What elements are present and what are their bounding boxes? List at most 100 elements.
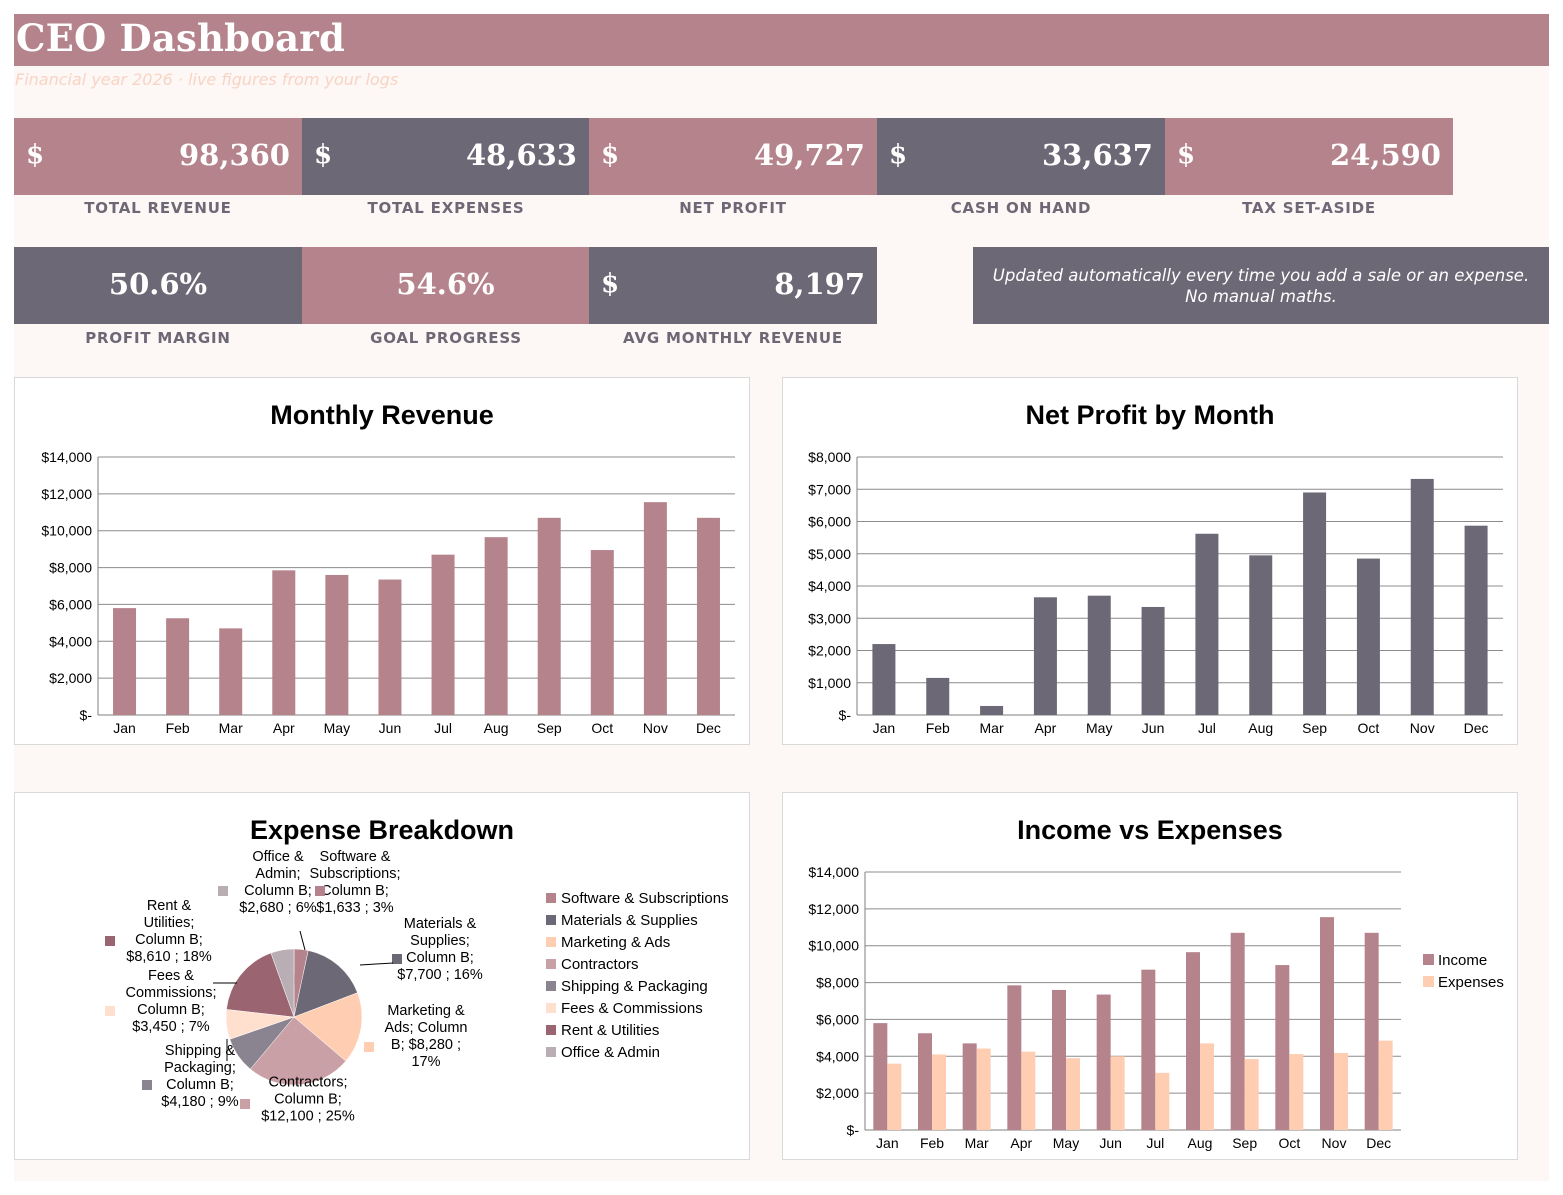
bar xyxy=(643,502,667,715)
monthly-revenue-chart[interactable]: Monthly Revenue $- $2,000 $4,000 $6,000 $8,00… xyxy=(14,377,750,745)
income-vs-expenses-chart[interactable]: Income vs Expenses $- $2,000 $4,000 $6,000 $8… xyxy=(782,792,1518,1160)
pie-label-marker xyxy=(364,1042,374,1052)
currency-symbol: $ xyxy=(889,140,908,170)
y-tick-label: $- xyxy=(80,707,93,723)
pie-label-line: Utilities; xyxy=(144,915,195,931)
bar-expenses xyxy=(976,1048,991,1130)
chart-title: Expense Breakdown xyxy=(250,815,514,845)
currency-symbol: $ xyxy=(26,140,45,170)
x-tick-label: Nov xyxy=(1410,720,1435,736)
x-tick-label: Feb xyxy=(926,720,950,736)
bar xyxy=(166,618,190,715)
pie-slice xyxy=(270,948,295,1018)
y-tick-label: $1,000 xyxy=(808,675,851,691)
bar-expenses xyxy=(1110,1056,1125,1130)
y-tick-label: $14,000 xyxy=(41,449,92,465)
legend-label: Shipping & Packaging xyxy=(561,978,708,995)
pie-label-line: $12,100 ; 25% xyxy=(261,1109,355,1125)
page-subtitle: Financial year 2026 · live figures from … xyxy=(15,70,399,89)
bar xyxy=(537,517,561,715)
legend-label: Software & Subscriptions xyxy=(561,890,729,907)
pie-label-line: Column B; xyxy=(274,1092,342,1108)
pie-label-marker xyxy=(315,886,325,896)
pie-label-line: 17% xyxy=(411,1054,440,1070)
bar-income xyxy=(1275,965,1290,1130)
y-tick-label: $- xyxy=(847,1122,860,1138)
kpi-avg-monthly-revenue: $ 8,197 xyxy=(589,247,877,324)
title-bar: CEO Dashboard xyxy=(14,14,1549,66)
y-tick-label: $3,000 xyxy=(808,610,851,626)
expense-breakdown-svg: Expense Breakdown Software & Subscriptions… xyxy=(105,815,729,1125)
bar xyxy=(1141,606,1165,715)
pie-label-line: Shipping & xyxy=(165,1043,235,1059)
x-tick-label: Dec xyxy=(1366,1135,1391,1151)
x-tick-label: Jun xyxy=(1099,1135,1122,1151)
currency-symbol: $ xyxy=(601,269,620,299)
kpi-label-net-profit: NET PROFIT xyxy=(679,199,787,217)
x-tick-label: Aug xyxy=(1248,720,1273,736)
kpi-value: 8,197 xyxy=(774,267,865,301)
bar xyxy=(926,677,950,715)
chart-title: Net Profit by Month xyxy=(1026,400,1275,430)
x-tick-label: Sep xyxy=(537,720,562,736)
pie-label-line: $7,700 ; 16% xyxy=(397,967,483,983)
bar-expenses xyxy=(1021,1051,1036,1130)
bar xyxy=(980,705,1004,715)
net-profit-chart[interactable]: Net Profit by Month $- $1,000 $2,000 $3,000 $… xyxy=(782,377,1518,745)
pie-label-line: Rent & xyxy=(147,898,192,914)
bar-expenses xyxy=(1334,1052,1348,1130)
leader-line xyxy=(359,962,394,966)
kpi-label-profit-margin: PROFIT MARGIN xyxy=(85,329,231,347)
pie-label-marker xyxy=(240,1099,250,1109)
pie-label-line: Ads; Column xyxy=(384,1020,467,1036)
legend-label: Expenses xyxy=(1438,974,1504,991)
pie-marker xyxy=(292,974,303,985)
pie-marker xyxy=(325,1018,336,1029)
y-tick-label: $6,000 xyxy=(49,596,92,612)
y-tick-label: $8,000 xyxy=(49,560,92,576)
pie-label-line: $2,680 ; 6% xyxy=(239,900,316,916)
bar-expenses xyxy=(1200,1043,1214,1130)
x-tick-label: Apr xyxy=(273,720,295,736)
pie-label-line: Packaging; xyxy=(164,1060,236,1076)
y-tick-label: $8,000 xyxy=(816,975,859,991)
x-tick-label: May xyxy=(1053,1135,1079,1151)
pie-label-line: Admin; xyxy=(255,866,300,882)
legend-label: Contractors xyxy=(561,956,639,973)
pie-label-line: Supplies; xyxy=(410,933,470,949)
bar-income xyxy=(1141,969,1156,1130)
pie-label-marker xyxy=(218,886,228,896)
income-vs-expenses-svg: Income vs Expenses $- $2,000 $4,000 $6,000 $8… xyxy=(808,815,1504,1151)
kpi-total-revenue: $ 98,360 xyxy=(14,118,302,195)
kpi-tax-set-aside: $ 24,590 xyxy=(1165,118,1453,195)
bar-expenses xyxy=(1378,1040,1393,1130)
y-tick-label: $6,000 xyxy=(816,1011,859,1027)
x-tick-label: Sep xyxy=(1302,720,1327,736)
bar-income xyxy=(1007,985,1022,1130)
bar-expenses xyxy=(1289,1054,1304,1130)
kpi-label-total-revenue: TOTAL REVENUE xyxy=(84,199,232,217)
leader-line xyxy=(299,930,306,951)
legend-swatch xyxy=(546,981,556,991)
monthly-revenue-svg: Monthly Revenue $- $2,000 $4,000 $6,000 $8,00… xyxy=(41,400,735,736)
bar xyxy=(1303,492,1327,715)
legend-swatch xyxy=(1423,954,1434,965)
bar-expenses xyxy=(1244,1059,1259,1130)
pie-label-line: Software & xyxy=(320,849,391,865)
y-tick-label: $6,000 xyxy=(808,514,851,530)
y-tick-label: $14,000 xyxy=(808,864,859,880)
bar-income xyxy=(962,1043,977,1130)
y-tick-label: $- xyxy=(839,707,852,723)
kpi-value: 50.6% xyxy=(108,267,208,301)
x-tick-label: Oct xyxy=(591,720,613,736)
pie-label: Rent & Utilities; Column B; $8,610 ; 18% xyxy=(126,898,212,965)
pie-label-line: Contractors; xyxy=(269,1075,348,1091)
y-tick-label: $12,000 xyxy=(41,486,92,502)
x-tick-label: Jan xyxy=(873,720,896,736)
bar xyxy=(219,628,243,715)
pie-label-line: Subscriptions; xyxy=(309,866,400,882)
pie-label-marker xyxy=(142,1080,152,1090)
bar-income xyxy=(1052,989,1066,1130)
bar-income xyxy=(1230,932,1245,1130)
expense-breakdown-chart[interactable]: Expense Breakdown Software & Subscriptions… xyxy=(14,792,750,1160)
